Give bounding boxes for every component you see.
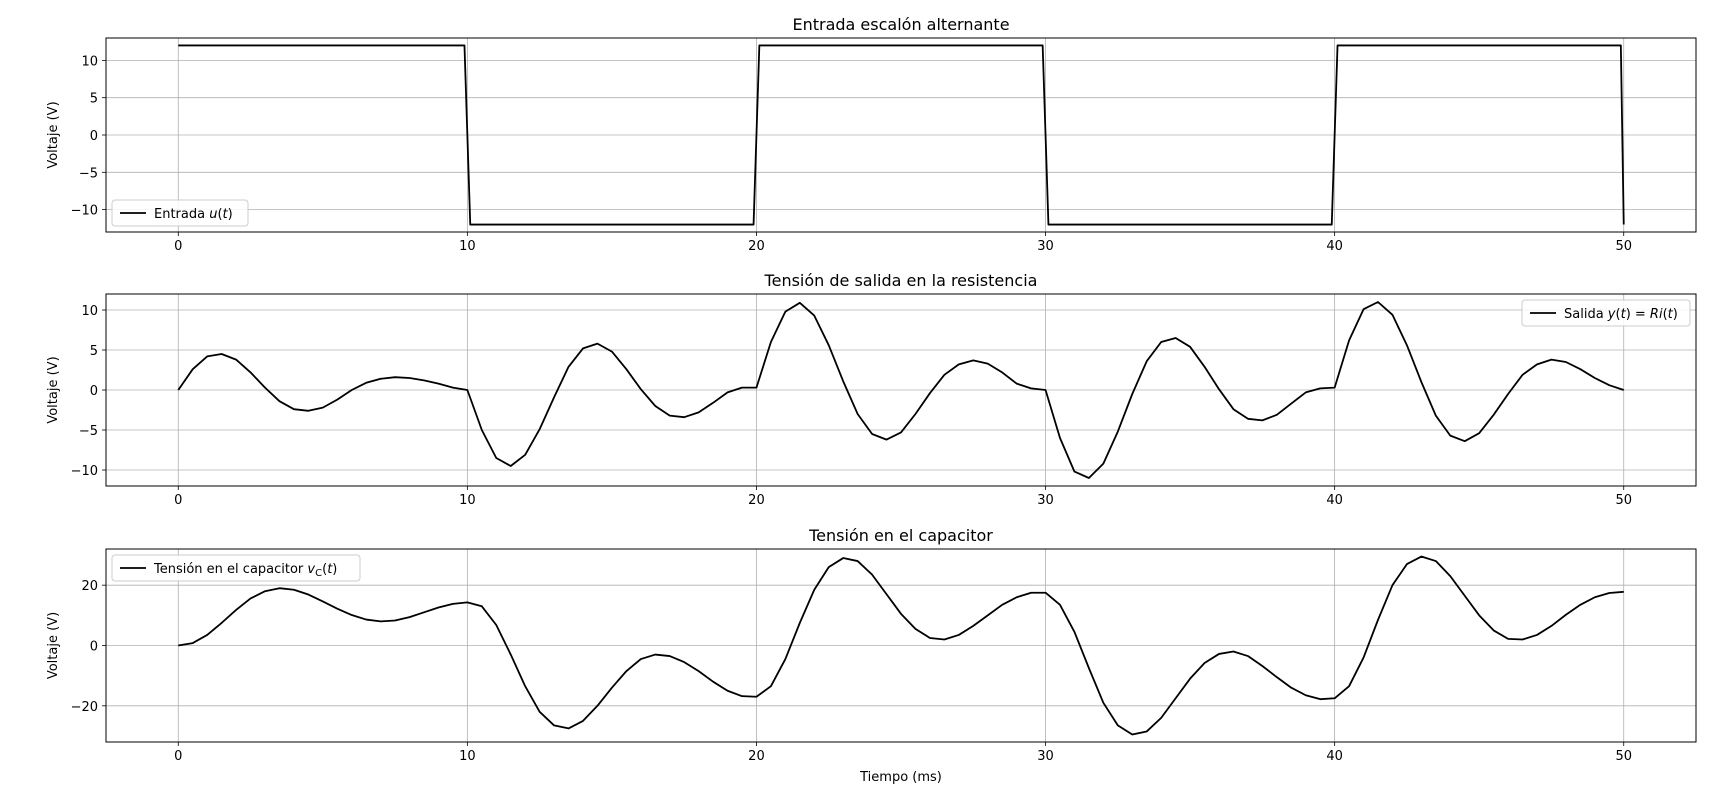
series-line: [178, 555, 1624, 736]
y-tick-label: 10: [81, 304, 98, 319]
x-tick-label: 0: [174, 749, 182, 764]
chart-title: Tensión de salida en la resistencia: [764, 271, 1038, 290]
x-tick-label: 50: [1615, 493, 1632, 508]
legend-label: Tensión en el capacitor vC(t): [153, 562, 337, 579]
legend: Entrada u(t): [111, 199, 249, 227]
y-tick-label: −5: [79, 424, 98, 439]
x-tick-label: 0: [174, 239, 182, 254]
legend-box: [111, 199, 249, 227]
y-tick-label: 0: [90, 384, 98, 399]
y-tick-label: 5: [90, 344, 98, 359]
x-tick-label: 40: [1326, 749, 1343, 764]
legend-label: Salida y(t) = Ri(t): [1564, 307, 1678, 322]
y-axis-label: Voltaje (V): [46, 356, 61, 423]
x-tick-label: 0: [174, 493, 182, 508]
x-tick-label: 50: [1615, 239, 1632, 254]
legend-box: [111, 554, 361, 582]
chart-title: Tensión en el capacitor: [808, 526, 993, 545]
y-tick-label: −10: [71, 464, 98, 479]
y-tick-label: −5: [79, 166, 98, 181]
legend-box: [1521, 299, 1691, 327]
x-tick-label: 30: [1037, 239, 1054, 254]
x-axis-label: Tiempo (ms): [859, 770, 942, 785]
y-tick-label: 20: [81, 579, 98, 594]
legend: Tensión en el capacitor vC(t): [111, 554, 361, 582]
y-tick-label: −20: [71, 700, 98, 715]
y-axis-label: Voltaje (V): [46, 101, 61, 168]
y-tick-label: 5: [90, 92, 98, 107]
x-tick-label: 10: [459, 239, 476, 254]
x-tick-label: 50: [1615, 749, 1632, 764]
legend: Salida y(t) = Ri(t): [1521, 299, 1691, 327]
x-tick-label: 20: [748, 749, 765, 764]
x-tick-label: 10: [459, 493, 476, 508]
x-tick-label: 30: [1037, 749, 1054, 764]
chart-panel-3: 0 10 20 30 40 50 20 0 −20 Tensión en el capacitor…: [46, 526, 1697, 785]
series-line: [178, 44, 1625, 226]
x-tick-label: 20: [748, 239, 765, 254]
y-tick-label: 0: [90, 129, 98, 144]
y-axis-label: Voltaje (V): [46, 612, 61, 679]
y-tick-label: 10: [81, 54, 98, 69]
chart-title: Entrada escalón alternante: [792, 15, 1009, 34]
series-line: [177, 301, 1625, 479]
x-tick-label: 40: [1326, 239, 1343, 254]
x-tick-label: 30: [1037, 493, 1054, 508]
x-tick-label: 20: [748, 493, 765, 508]
legend-label: Entrada u(t): [154, 207, 233, 222]
y-tick-label: −10: [71, 204, 98, 219]
x-tick-label: 10: [459, 749, 476, 764]
y-tick-label: 0: [90, 640, 98, 655]
x-tick-label: 40: [1326, 493, 1343, 508]
